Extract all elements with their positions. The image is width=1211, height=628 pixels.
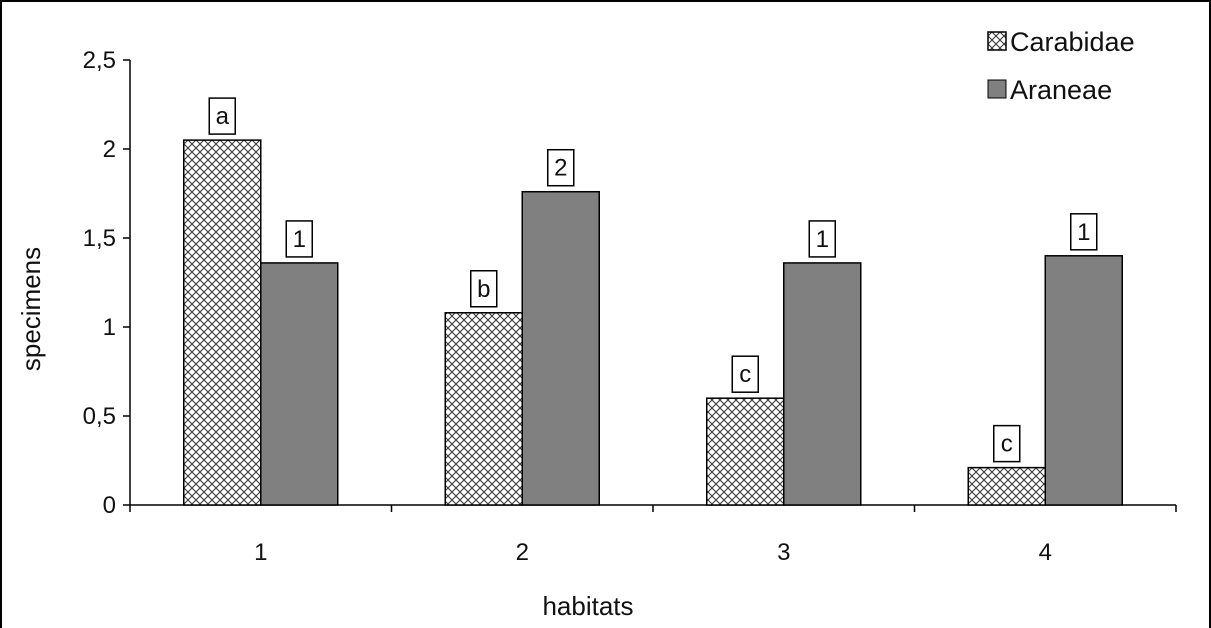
legend-swatch-carabidae <box>987 31 1007 51</box>
bar-carabidae <box>444 312 523 506</box>
bar-carabidae <box>967 466 1046 506</box>
data-label: c <box>739 361 751 388</box>
x-tick-label: 1 <box>254 539 267 566</box>
legend-label-carabidae: Carabidae <box>1010 27 1135 57</box>
data-label-box <box>547 148 575 187</box>
bar-carabidae <box>183 139 262 506</box>
y-tick-label: 1 <box>103 314 116 341</box>
legend-swatch-araneae <box>987 79 1007 99</box>
data-label: 1 <box>816 226 829 253</box>
legend-label-araneae: Araneae <box>1010 75 1112 105</box>
x-tick-label: 3 <box>777 539 790 566</box>
data-label-box <box>993 424 1021 463</box>
data-label-box <box>731 355 759 393</box>
bar-araneae <box>783 262 862 506</box>
y-tick-label: 2 <box>103 136 116 163</box>
x-tick-label: 2 <box>516 539 529 566</box>
x-axis-title: habitats <box>542 591 633 621</box>
y-axis-title: specimens <box>16 247 46 371</box>
data-label: 1 <box>293 226 306 253</box>
y-tick-label: 2,5 <box>83 47 116 74</box>
bar-carabidae <box>706 397 785 506</box>
x-tick-label: 4 <box>1039 539 1052 566</box>
data-label-box <box>1070 213 1098 251</box>
data-label-box <box>208 97 236 135</box>
legend: Carabidae Araneae <box>987 27 1135 105</box>
data-label: b <box>477 276 490 303</box>
data-label: 2 <box>554 155 567 182</box>
y-tick-label: 0 <box>103 492 116 519</box>
bar-araneae <box>260 262 339 506</box>
bar-araneae <box>521 190 600 506</box>
y-tick-label: 0,5 <box>83 403 116 430</box>
data-label-box <box>470 270 498 308</box>
data-label: 1 <box>1077 219 1090 246</box>
data-label: c <box>1001 431 1013 458</box>
data-label: a <box>216 103 230 130</box>
data-label-box <box>285 220 313 258</box>
bar-araneae <box>1044 255 1123 506</box>
y-tick-label: 1,5 <box>83 225 116 252</box>
data-label-box <box>808 220 836 258</box>
